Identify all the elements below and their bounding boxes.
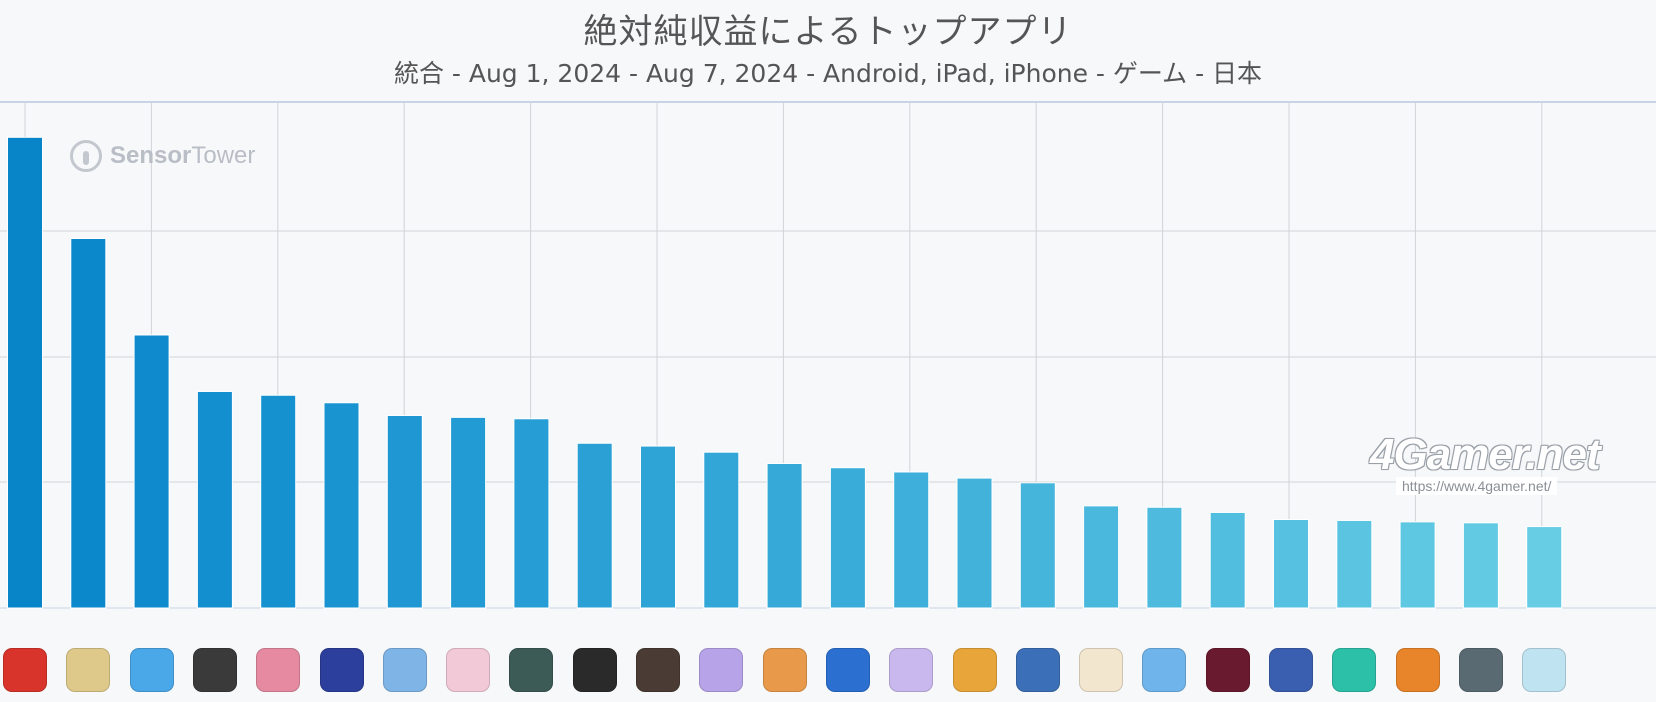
bar-5[interactable] <box>260 394 297 609</box>
bar-19[interactable] <box>1146 506 1183 609</box>
bar-10[interactable] <box>576 442 613 609</box>
chart-subtitle: 統合 - Aug 1, 2024 - Aug 7, 2024 - Android… <box>393 59 1263 88</box>
app-icon-22[interactable] <box>1332 648 1377 692</box>
app-icon-8[interactable] <box>446 648 491 692</box>
app-icon-9[interactable] <box>509 648 554 692</box>
bar-2[interactable] <box>70 238 107 609</box>
app-icon-11[interactable] <box>636 648 680 692</box>
bar-13[interactable] <box>766 462 803 609</box>
bar-11[interactable] <box>640 445 676 609</box>
app-icon-1[interactable] <box>3 648 47 692</box>
bar-22[interactable] <box>1336 519 1373 609</box>
bar-8[interactable] <box>450 416 487 609</box>
app-icon-24[interactable] <box>1458 648 1503 692</box>
bar-6[interactable] <box>323 402 360 609</box>
4gamer-url-watermark: https://www.4gamer.net/ <box>1396 477 1558 495</box>
bar-9[interactable] <box>513 418 550 609</box>
bar-7[interactable] <box>386 414 423 609</box>
app-icon-3[interactable] <box>129 648 174 692</box>
bar-14[interactable] <box>829 467 866 609</box>
app-icon-4[interactable] <box>192 648 237 692</box>
app-icon-2[interactable] <box>66 648 111 692</box>
app-icon-17[interactable] <box>1015 648 1060 692</box>
bar-21[interactable] <box>1273 519 1309 609</box>
bar-4[interactable] <box>196 390 233 609</box>
app-icon-16[interactable] <box>952 648 997 692</box>
bars <box>7 136 1563 609</box>
bar-12[interactable] <box>703 451 740 609</box>
app-icon-13[interactable] <box>762 648 807 692</box>
bar-25[interactable] <box>1526 526 1563 609</box>
chart-title: 絶対純収益によるトップアプリ <box>583 12 1073 52</box>
app-icon-row <box>0 648 1656 696</box>
app-icon-23[interactable] <box>1395 648 1440 692</box>
app-icon-10[interactable] <box>572 648 617 692</box>
bar-20[interactable] <box>1209 511 1246 609</box>
app-icon-25[interactable] <box>1522 648 1567 692</box>
bar-16[interactable] <box>956 477 993 609</box>
app-icon-18[interactable] <box>1079 648 1124 692</box>
bar-3[interactable] <box>133 334 170 609</box>
sensor-tower-watermark: Sensor Tower <box>70 140 255 172</box>
app-icon-6[interactable] <box>319 648 364 692</box>
bar-18[interactable] <box>1083 505 1120 609</box>
bar-17[interactable] <box>1019 482 1056 609</box>
sensor-tower-logo-icon <box>70 140 102 172</box>
app-icon-5[interactable] <box>256 648 301 692</box>
app-icon-20[interactable] <box>1205 648 1250 692</box>
app-icon-21[interactable] <box>1269 648 1313 692</box>
app-icon-19[interactable] <box>1142 648 1187 692</box>
bar-23[interactable] <box>1399 521 1436 609</box>
app-icon-15[interactable] <box>889 648 934 692</box>
sensor-tower-word-rest: Tower <box>191 142 256 169</box>
bar-1[interactable] <box>7 136 43 609</box>
bar-24[interactable] <box>1462 522 1499 609</box>
app-icon-14[interactable] <box>825 648 870 692</box>
bar-15[interactable] <box>893 471 930 609</box>
sensor-tower-word-bold: Sensor <box>110 142 192 169</box>
app-icon-12[interactable] <box>699 648 744 692</box>
app-icon-7[interactable] <box>382 648 427 692</box>
4gamer-watermark: 4Gamer.net <box>1370 430 1601 479</box>
